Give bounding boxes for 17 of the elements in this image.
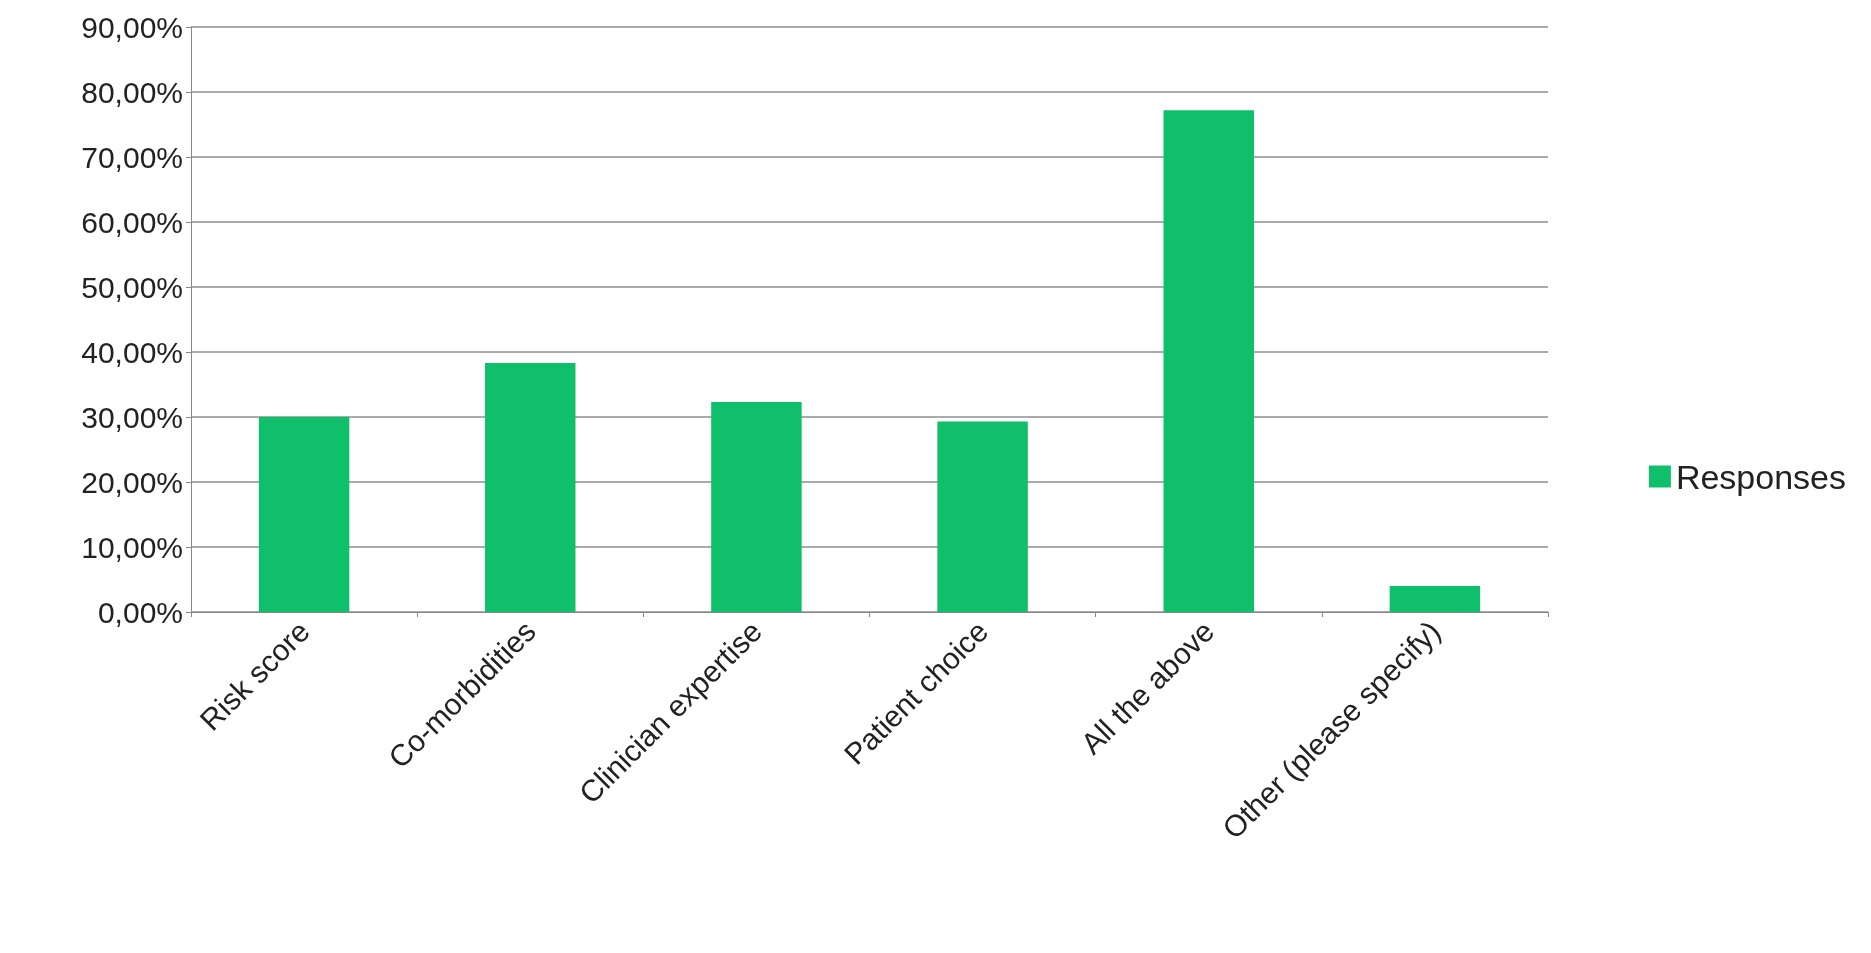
bar [258,417,350,612]
y-tick-label: 30,00% [81,400,183,434]
y-tick-label: 80,00% [81,75,183,109]
y-tick-label: 60,00% [81,205,183,239]
y-tick-label: 70,00% [81,140,183,174]
y-tick-label: 10,00% [81,530,183,564]
y-tick-label: 50,00% [81,270,183,304]
legend-label: Responses [1675,457,1847,496]
y-tick-label: 0,00% [97,595,183,629]
bar [1163,110,1254,612]
bar [711,402,802,612]
bar [1389,586,1481,612]
y-tick-label: 40,00% [81,335,183,369]
y-tick-label: 90,00% [81,10,183,44]
y-tick-label: 20,00% [81,465,183,499]
bar [485,363,576,612]
bar [937,421,1028,612]
